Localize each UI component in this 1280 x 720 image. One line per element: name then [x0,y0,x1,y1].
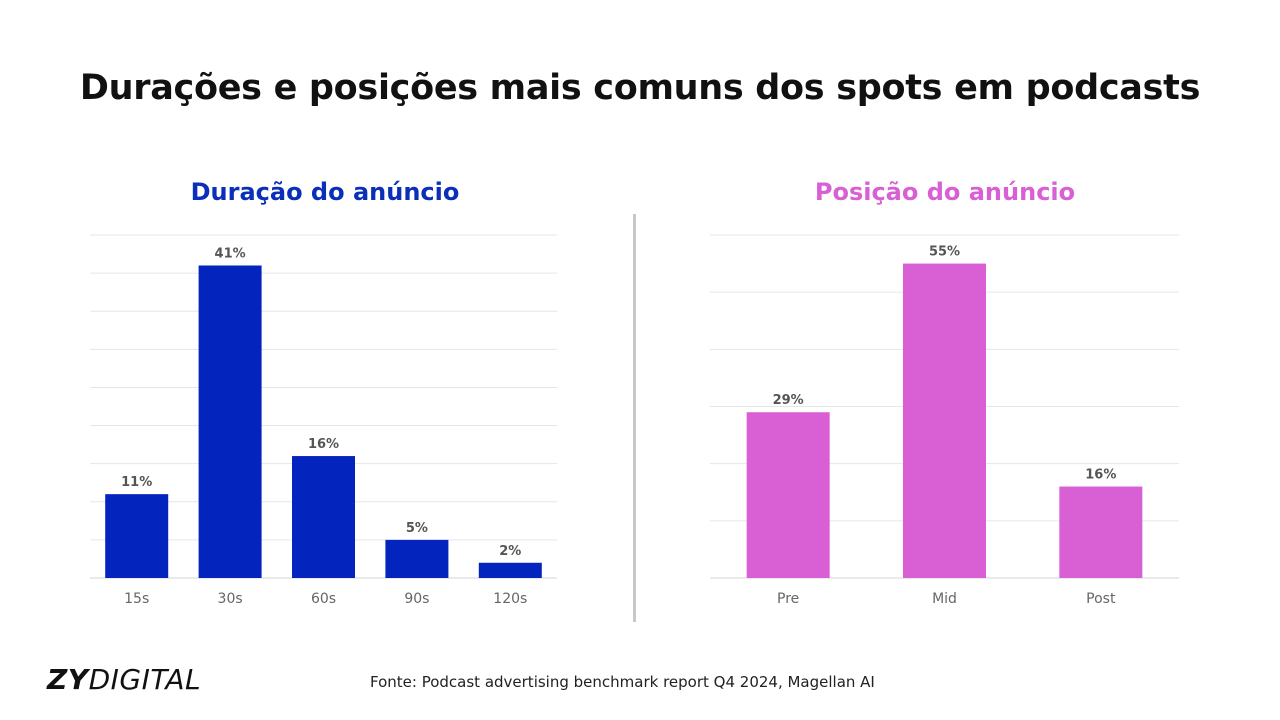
duration-bar [292,456,355,578]
brand-logo: ZYDIGITAL [47,663,201,696]
position-data-label: 29% [773,393,804,408]
chart-divider [633,214,636,622]
duration-bar [105,494,169,578]
duration-tick-label: 15s [124,591,149,607]
duration-data-label: 41% [215,246,246,261]
chart-title-position: Posição do anúncio [814,178,1076,206]
duration-bar [478,562,542,578]
duration-data-label: 16% [308,437,339,452]
position-tick-label: Post [1086,591,1116,607]
duration-data-label: 11% [121,475,152,490]
duration-tick-label: 30s [218,591,243,607]
position-bar [1059,486,1143,578]
position-tick-label: Mid [932,591,957,607]
brand-logo-bold: ZY [47,663,89,696]
duration-tick-label: 120s [493,591,527,607]
position-data-label: 16% [1085,468,1116,483]
position-bar [903,263,986,578]
duration-data-label: 2% [499,544,521,559]
position-bar [746,412,830,578]
duration-tick-label: 90s [404,591,429,607]
source-note: Fonte: Podcast advertising benchmark rep… [370,673,875,691]
duration-bar [198,265,262,578]
position-data-label: 55% [929,245,960,260]
duration-bar [385,539,449,578]
brand-logo-light: DIGITAL [88,663,202,696]
page-title: Durações e posições mais comuns dos spot… [79,68,1201,108]
position-tick-label: Pre [777,591,799,607]
chart-title-duration: Duração do anúncio [190,178,460,206]
duration-tick-label: 60s [311,591,336,607]
duration-data-label: 5% [406,521,428,536]
